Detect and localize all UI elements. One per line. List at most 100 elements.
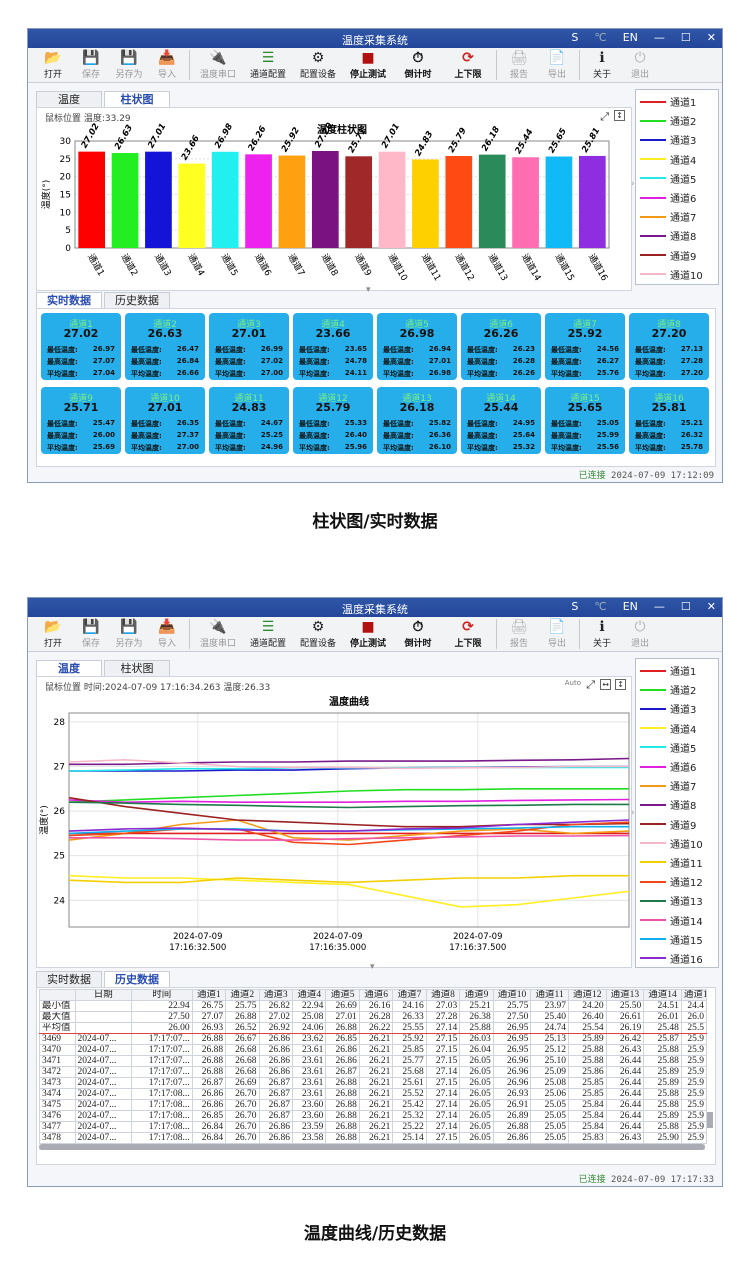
legend-item-channel-5[interactable]: 通道5 (636, 738, 718, 757)
horizontal-scrollbar[interactable] (39, 1144, 705, 1150)
table-row[interactable]: 3478 2024-07... 17:17:08... 26.84 26.70 26.86… (39, 1132, 708, 1144)
legend-item-channel-7[interactable]: 通道7 (636, 776, 718, 795)
table-header-row[interactable]: 日期 时间 通道1 通道2 通道3 通道4 通道5 通道6 通道7 通道8 通道9 通道10 通道11 通… (39, 989, 708, 1001)
legend-item-channel-13[interactable]: 通道13 (636, 891, 718, 910)
legend-item-channel-10[interactable]: 通道10 (636, 265, 718, 284)
legend-item-channel-1[interactable]: 通道1 (636, 92, 718, 111)
language-button[interactable]: EN (622, 31, 638, 44)
toolbar-button-13[interactable]: 📄 导出 (538, 619, 576, 651)
channel-card-13[interactable]: 通道13 26.18 最低温度: 25.82 最高温度: 26.36 平均温度: 26.10 (377, 387, 457, 454)
tab-temperature[interactable]: 温度 (36, 660, 102, 676)
legend-item-channel-2[interactable]: 通道2 (636, 680, 718, 699)
channel-card-6[interactable]: 通道6 26.26 最低温度: 26.23 最高温度: 26.28 平均温度: 26.26 (461, 313, 541, 380)
channel-card-16[interactable]: 通道16 25.81 最低温度: 25.21 最高温度: 26.32 平均温度: 25.78 (629, 387, 709, 454)
tab-history-data[interactable]: 历史数据 (104, 292, 170, 308)
tab-realtime-data[interactable]: 实时数据 (36, 292, 102, 308)
splitter-arrow-icon[interactable]: ▾ (366, 285, 371, 295)
auto-icon[interactable]: Auto (564, 679, 581, 687)
legend-item-channel-8[interactable]: 通道8 (636, 226, 718, 245)
table-row[interactable]: 3470 2024-07... 17:17:07... 26.88 26.68 26.86… (39, 1044, 708, 1056)
channel-card-2[interactable]: 通道2 26.63 最低温度: 26.47 最高温度: 26.84 平均温度: 26.66 (125, 313, 205, 380)
channel-card-11[interactable]: 通道11 24.83 最低温度: 24.67 最高温度: 25.25 平均温度: 24.96 (209, 387, 289, 454)
channel-card-9[interactable]: 通道9 25.71 最低温度: 25.47 最高温度: 26.00 平均温度: 25.69 (41, 387, 121, 454)
tab-temperature[interactable]: 温度 (36, 91, 102, 107)
toolbar-button-7[interactable]: ⚙ 配置设备 (293, 619, 343, 651)
channel-card-1[interactable]: 通道1 27.02 最低温度: 26.97 最高温度: 27.07 平均温度: 27.04 (41, 313, 121, 380)
toolbar-button-10[interactable]: ⟳ 上下限 (443, 50, 493, 82)
table-row[interactable]: 3472 2024-07... 17:17:07... 26.88 26.68 26.86… (39, 1066, 708, 1078)
maximize-button[interactable]: ☐ (680, 600, 691, 613)
legend-item-channel-4[interactable]: 通道4 (636, 150, 718, 169)
toolbar-button-5[interactable]: 🔌 温度串口 (193, 619, 243, 651)
channel-card-10[interactable]: 通道10 27.01 最低温度: 26.35 最高温度: 27.37 平均温度: 27.00 (125, 387, 205, 454)
toolbar-button-0[interactable]: 📂 打开 (34, 619, 72, 651)
table-row[interactable]: 3477 2024-07... 17:17:08... 26.84 26.70 26.86… (39, 1121, 708, 1133)
fit-height-icon[interactable]: ↕ (615, 679, 626, 690)
close-button[interactable]: ✕ (706, 600, 716, 613)
channel-card-14[interactable]: 通道14 25.44 最低温度: 24.95 最高温度: 25.64 平均温度: 25.32 (461, 387, 541, 454)
toolbar-button-6[interactable]: ☰ 通道配置 (243, 619, 293, 651)
table-stat-row[interactable]: 最大值 27.50 27.07 26.88 27.02 25.08 27.01 26.28 26… (39, 1011, 708, 1023)
tab-bar-chart[interactable]: 柱状图 (104, 91, 170, 107)
legend-item-channel-5[interactable]: 通道5 (636, 169, 718, 188)
legend-item-channel-1[interactable]: 通道1 (636, 661, 718, 680)
table-stat-row[interactable]: 平均值 26.00 26.93 26.52 26.92 24.06 26.88 26.22 25… (39, 1022, 708, 1034)
channel-card-4[interactable]: 通道4 23.66 最低温度: 23.65 最高温度: 24.78 平均温度: 24.11 (293, 313, 373, 380)
unit-s-button[interactable]: S (571, 600, 579, 613)
legend-item-channel-9[interactable]: 通道9 (636, 815, 718, 834)
language-button[interactable]: EN (622, 600, 638, 613)
tab-realtime-data[interactable]: 实时数据 (36, 971, 102, 987)
vertical-scrollbar-thumb[interactable] (707, 1112, 713, 1128)
toolbar-button-8[interactable]: ■ 停止测试 (343, 619, 393, 651)
unit-celsius-button[interactable]: ℃ (594, 600, 607, 613)
toolbar-button-3[interactable]: 📥 导入 (148, 619, 186, 651)
toolbar-button-2[interactable]: 💾 另存为 (110, 619, 148, 651)
channel-card-5[interactable]: 通道5 26.98 最低温度: 26.94 最高温度: 27.01 平均温度: 26.98 (377, 313, 457, 380)
legend-item-channel-4[interactable]: 通道4 (636, 719, 718, 738)
tab-bar-chart[interactable]: 柱状图 (104, 660, 170, 676)
collapse-legend-icon[interactable]: › (631, 808, 635, 818)
table-row[interactable]: 3469 2024-07... 17:17:07... 26.88 26.67 26.86… (39, 1033, 708, 1045)
legend-item-channel-3[interactable]: 通道3 (636, 699, 718, 718)
toolbar-button-5[interactable]: 🔌 温度串口 (193, 50, 243, 82)
collapse-legend-icon[interactable]: › (631, 179, 635, 189)
splitter-arrow-icon[interactable]: ▾ (370, 962, 375, 972)
legend-item-channel-11[interactable]: 通道11 (636, 853, 718, 872)
fullscreen-icon[interactable]: ⤢ (586, 678, 595, 691)
legend-item-channel-10[interactable]: 通道10 (636, 834, 718, 853)
table-row[interactable]: 3471 2024-07... 17:17:07... 26.88 26.68 26.86… (39, 1055, 708, 1067)
maximize-button[interactable]: ☐ (680, 31, 691, 44)
legend-item-channel-3[interactable]: 通道3 (636, 130, 718, 149)
table-row[interactable]: 3476 2024-07... 17:17:08... 26.85 26.70 26.87… (39, 1110, 708, 1122)
table-row[interactable]: 3474 2024-07... 17:17:08... 26.86 26.70 26.87… (39, 1088, 708, 1100)
legend-item-channel-12[interactable]: 通道12 (636, 872, 718, 891)
fit-width-icon[interactable]: ↔ (600, 679, 611, 690)
legend-item-channel-8[interactable]: 通道8 (636, 795, 718, 814)
legend-item-channel-6[interactable]: 通道6 (636, 188, 718, 207)
toolbar-button-13[interactable]: 📄 导出 (538, 50, 576, 82)
toolbar-button-9[interactable]: ⏱ 倒计时 (393, 50, 443, 82)
legend-item-channel-14[interactable]: 通道14 (636, 910, 718, 929)
toolbar-button-16[interactable]: ⏻ 退出 (621, 619, 659, 651)
channel-card-7[interactable]: 通道7 25.92 最低温度: 24.56 最高温度: 26.27 平均温度: 25.76 (545, 313, 625, 380)
toolbar-button-9[interactable]: ⏱ 倒计时 (393, 619, 443, 651)
toolbar-button-6[interactable]: ☰ 通道配置 (243, 50, 293, 82)
channel-card-15[interactable]: 通道15 25.65 最低温度: 25.05 最高温度: 25.99 平均温度: 25.56 (545, 387, 625, 454)
horizontal-scrollbar-thumb[interactable] (39, 1144, 705, 1150)
toolbar-button-8[interactable]: ■ 停止测试 (343, 50, 393, 82)
toolbar-button-0[interactable]: 📂 打开 (34, 50, 72, 82)
fit-height-icon[interactable]: ↕ (614, 110, 625, 121)
toolbar-button-7[interactable]: ⚙ 配置设备 (293, 50, 343, 82)
toolbar-button-15[interactable]: ℹ 关于 (583, 50, 621, 82)
channel-card-8[interactable]: 通道8 27.20 最低温度: 27.13 最高温度: 27.28 平均温度: 27.20 (629, 313, 709, 380)
toolbar-button-12[interactable]: 🖨 报告 (500, 50, 538, 82)
channel-card-12[interactable]: 通道12 25.79 最低温度: 25.33 最高温度: 26.40 平均温度: 25.96 (293, 387, 373, 454)
toolbar-button-16[interactable]: ⏻ 退出 (621, 50, 659, 82)
toolbar-button-1[interactable]: 💾 保存 (72, 50, 110, 82)
minimize-button[interactable]: — (653, 31, 665, 44)
unit-s-button[interactable]: S (571, 31, 579, 44)
legend-item-channel-2[interactable]: 通道2 (636, 111, 718, 130)
unit-celsius-button[interactable]: ℃ (594, 31, 607, 44)
legend-item-channel-9[interactable]: 通道9 (636, 246, 718, 265)
legend-item-channel-16[interactable]: 通道16 (636, 949, 718, 968)
